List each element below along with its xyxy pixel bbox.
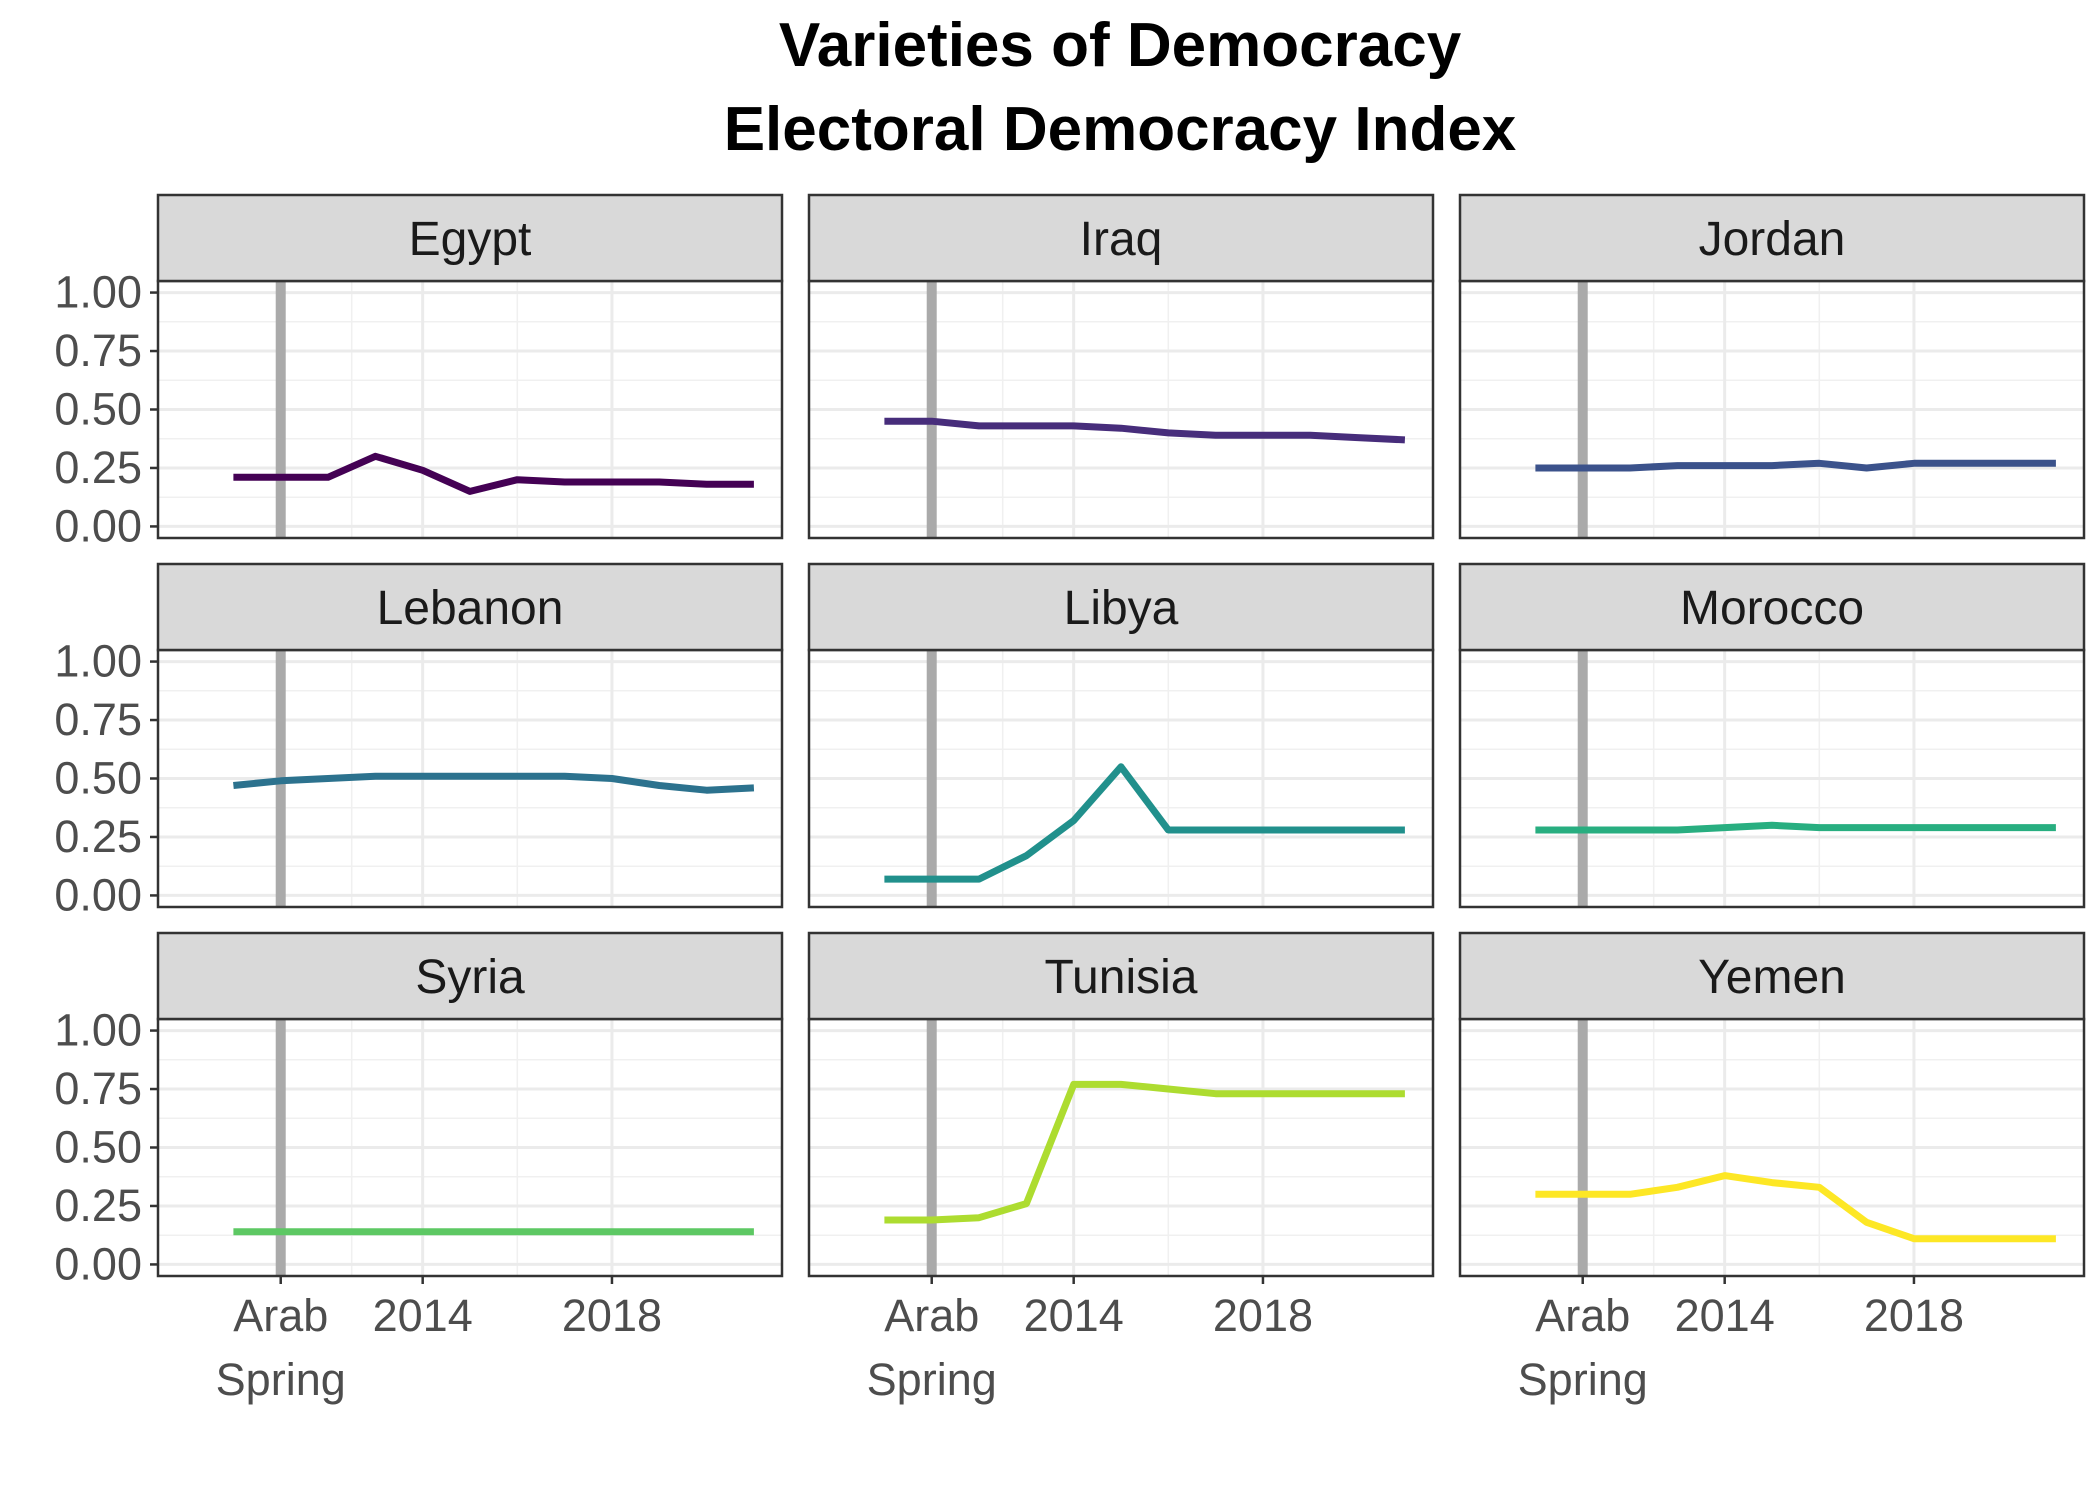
facet-strip bbox=[807, 562, 1435, 652]
facet-strip-label: Yemen bbox=[1698, 951, 1846, 1004]
x-tick-label: 2018 bbox=[1213, 1290, 1313, 1341]
facet-panel: Egypt 0.00 0.25 0.50 0.75 1.00 bbox=[54, 193, 784, 551]
x-tick-label: Spring bbox=[867, 1354, 997, 1405]
x-tick-label: 2014 bbox=[1675, 1290, 1775, 1341]
facet-panel: Iraq bbox=[807, 193, 1435, 540]
series-line bbox=[884, 1080, 1405, 1224]
y-tick-label: 1.00 bbox=[54, 1005, 142, 1056]
series-line bbox=[233, 452, 754, 495]
x-tick-label: Arab bbox=[1535, 1290, 1630, 1341]
y-tick-label: 0.00 bbox=[54, 500, 142, 551]
facet-strip-label: Jordan bbox=[1699, 213, 1846, 266]
series-line bbox=[233, 772, 755, 794]
facet-panel: Morocco bbox=[1458, 562, 2086, 909]
y-tick-label: 0.25 bbox=[54, 442, 142, 493]
y-tick-label: 0.25 bbox=[54, 811, 142, 862]
x-tick-label: Spring bbox=[1518, 1354, 1648, 1405]
facet-strip-label: Egypt bbox=[409, 213, 532, 266]
y-tick-label: 0.00 bbox=[54, 869, 142, 920]
facet-strip-label: Tunisia bbox=[1045, 951, 1198, 1004]
chart-title-line-1: Varieties of Democracy bbox=[779, 11, 1462, 80]
x-tick-label: Spring bbox=[216, 1354, 346, 1405]
facet-strip bbox=[156, 931, 784, 1021]
y-tick-label: 0.75 bbox=[54, 694, 142, 745]
facet-strip-label: Syria bbox=[415, 951, 525, 1004]
y-tick-label: 0.00 bbox=[54, 1238, 142, 1289]
facet-strip-label: Morocco bbox=[1680, 582, 1864, 635]
x-tick-label: 2014 bbox=[373, 1290, 473, 1341]
facet-strip bbox=[807, 931, 1435, 1021]
series-line bbox=[884, 763, 1405, 883]
facet-strip-label: Libya bbox=[1064, 582, 1179, 635]
x-tick-label: Arab bbox=[884, 1290, 979, 1341]
facet-panel: Libya bbox=[807, 562, 1435, 909]
y-tick-label: 0.50 bbox=[54, 384, 142, 435]
series-line bbox=[884, 417, 1406, 444]
y-tick-label: 0.75 bbox=[54, 1063, 142, 1114]
facet-panel: Syria 0.00 0.25 0.50 0.75 1.00 Arab Spring 2014 2… bbox=[54, 931, 784, 1405]
y-tick-label: 0.25 bbox=[54, 1180, 142, 1231]
facet-strip bbox=[1458, 931, 2086, 1021]
x-tick-label: 2018 bbox=[1864, 1290, 1964, 1341]
series-line bbox=[1535, 459, 2056, 472]
facet-panel: Jordan bbox=[1458, 193, 2086, 540]
facet-strip bbox=[156, 193, 784, 283]
facet-strip bbox=[1458, 193, 2086, 283]
facet-strip bbox=[807, 193, 1435, 283]
facet-panel: Tunisia Arab Spring 2014 2018 bbox=[807, 931, 1435, 1405]
y-tick-label: 0.75 bbox=[54, 325, 142, 376]
y-tick-label: 0.50 bbox=[54, 753, 142, 804]
series-line bbox=[1535, 821, 2056, 834]
facet-panel: Yemen Arab Spring 2014 2018 bbox=[1458, 931, 2086, 1405]
x-tick-label: 2014 bbox=[1024, 1290, 1124, 1341]
facet-strip bbox=[156, 562, 784, 652]
y-tick-label: 1.00 bbox=[54, 636, 142, 687]
facet-strip-label: Iraq bbox=[1080, 213, 1163, 266]
x-tick-label: Arab bbox=[233, 1290, 328, 1341]
facet-strip bbox=[1458, 562, 2086, 652]
facet-strip-label: Lebanon bbox=[377, 582, 564, 635]
x-tick-label: 2018 bbox=[562, 1290, 662, 1341]
chart-title-line-2: Electoral Democracy Index bbox=[724, 95, 1517, 164]
y-tick-label: 0.50 bbox=[54, 1122, 142, 1173]
series-line bbox=[1535, 1172, 2056, 1243]
facet-panel: Lebanon 0.00 0.25 0.50 0.75 1.00 bbox=[54, 562, 784, 920]
y-tick-label: 1.00 bbox=[54, 267, 142, 318]
